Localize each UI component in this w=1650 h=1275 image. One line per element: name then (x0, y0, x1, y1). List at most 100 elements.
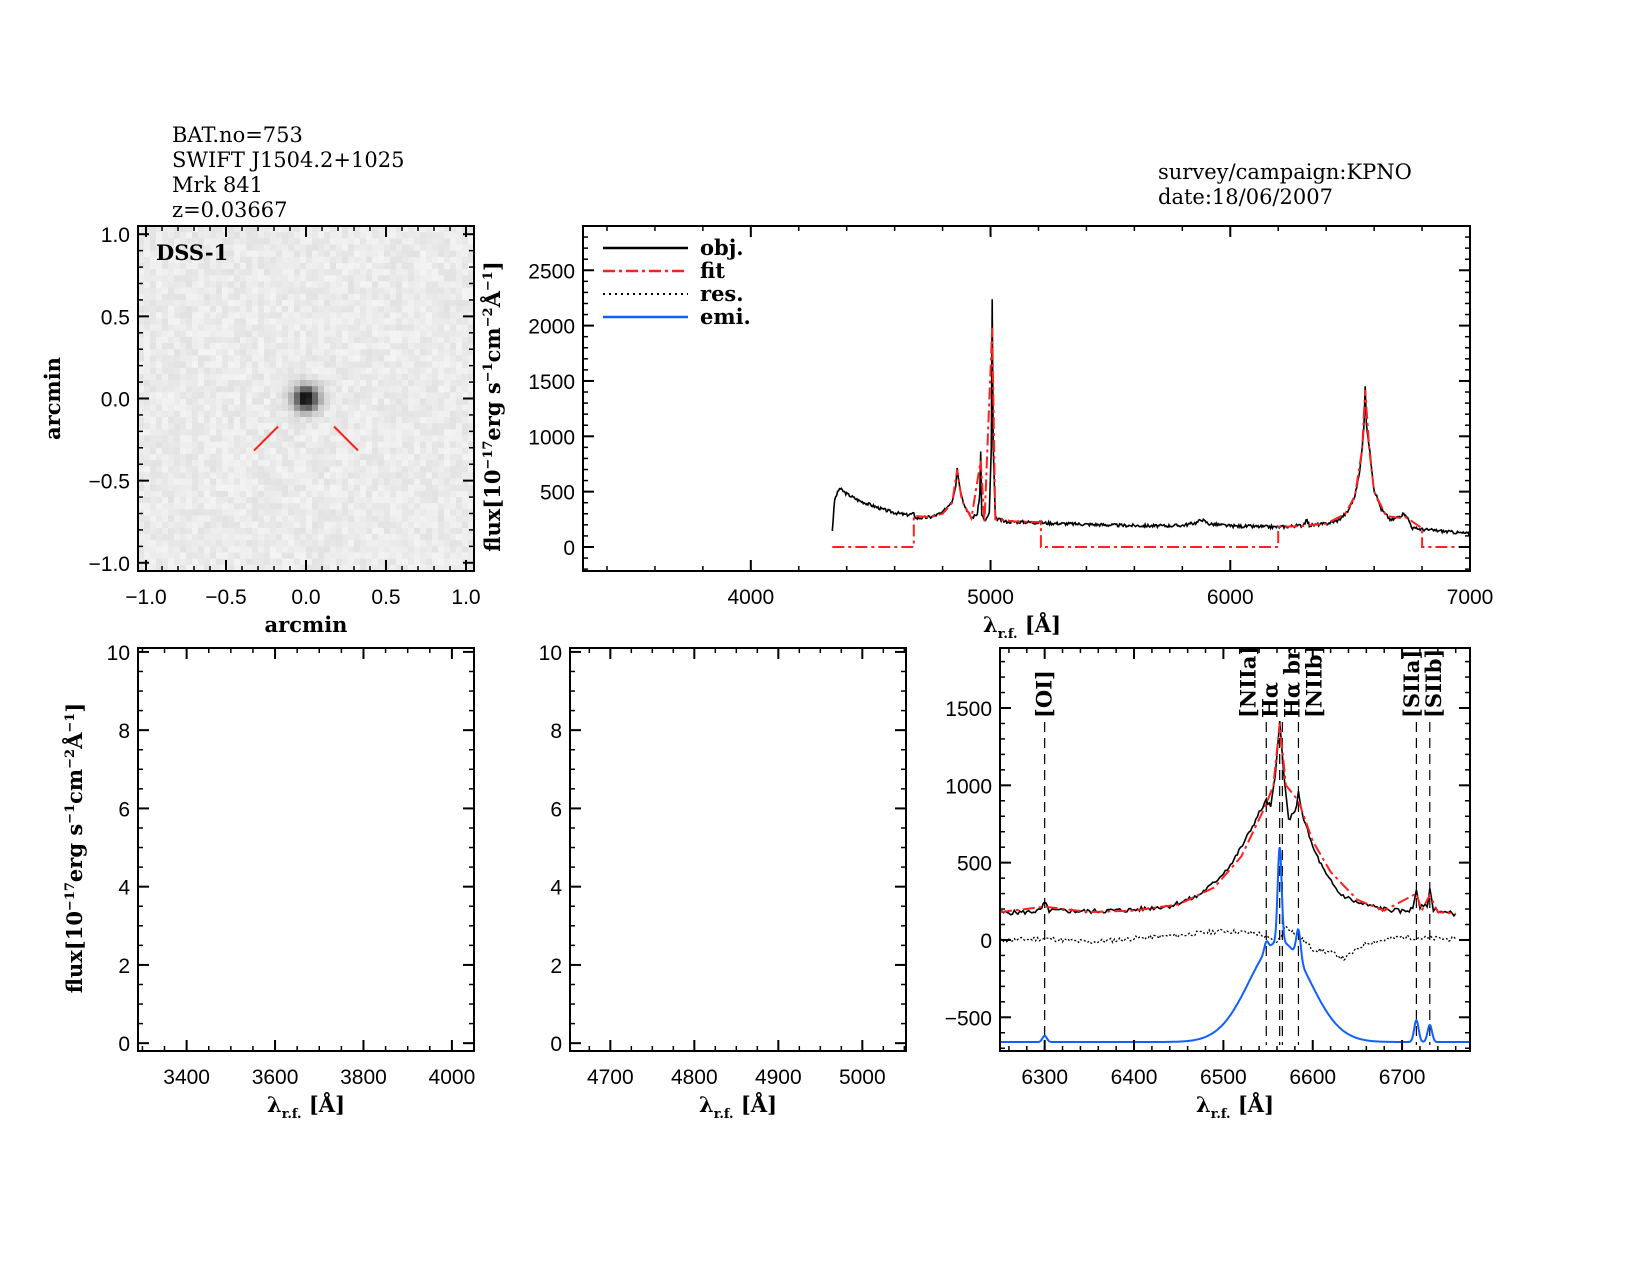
image-pixel (294, 238, 301, 246)
image-pixel (354, 275, 361, 283)
image-pixel (408, 490, 415, 498)
image-pixel (204, 299, 211, 307)
image-pixel (144, 515, 151, 523)
image-pixel (438, 275, 445, 283)
image-pixel (438, 299, 445, 307)
image-pixel (234, 299, 241, 307)
image-pixel (288, 386, 295, 393)
image-pixel (384, 349, 391, 356)
image-pixel (318, 453, 325, 461)
image-pixel (204, 534, 211, 541)
image-pixel (342, 410, 349, 418)
image-pixel (396, 447, 403, 455)
image-pixel (168, 238, 175, 246)
image-pixel (252, 269, 259, 276)
image-pixel (408, 367, 415, 375)
image-pixel (222, 386, 229, 393)
image-pixel (270, 256, 277, 264)
image-pixel (450, 435, 457, 443)
image-pixel (162, 336, 169, 344)
image-pixel (150, 497, 157, 504)
image-pixel (456, 306, 463, 313)
image-pixel (186, 515, 193, 523)
image-pixel (408, 361, 415, 369)
image-pixel (462, 509, 469, 517)
image-pixel (456, 312, 463, 320)
image-pixel (402, 509, 409, 517)
image-pixel (426, 564, 433, 572)
image-pixel (456, 293, 463, 301)
image-pixel (204, 250, 211, 258)
image-pixel (252, 527, 259, 535)
legend-label-2: res. (700, 281, 744, 306)
image-pixel (354, 398, 361, 406)
image-pixel (348, 232, 355, 239)
image-pixel (138, 478, 145, 486)
image-pixel (174, 503, 181, 510)
image-pixel (312, 441, 319, 449)
image-pixel (270, 355, 277, 363)
image-pixel (168, 373, 175, 381)
image-pixel (204, 429, 211, 437)
image-pixel (228, 429, 235, 437)
image-pixel (432, 269, 439, 276)
image-pixel (234, 527, 241, 535)
image-pixel (390, 269, 397, 276)
image-pixel (420, 312, 427, 320)
image-pixel (396, 417, 403, 424)
image-pixel (162, 423, 169, 430)
image-pixel (228, 238, 235, 246)
image-pixel (300, 552, 307, 560)
image-pixel (462, 299, 469, 307)
image-pixel (462, 275, 469, 283)
image-pixel (462, 269, 469, 276)
image-pixel (426, 460, 433, 467)
image-pixel (420, 453, 427, 461)
image-pixel (300, 281, 307, 289)
image-pixel (426, 410, 433, 418)
image-pixel (216, 509, 223, 517)
image-pixel (330, 318, 337, 326)
image-pixel (360, 226, 367, 233)
image-pixel (432, 256, 439, 264)
image-pixel (312, 410, 319, 418)
image-pixel (330, 423, 337, 430)
image-pixel (228, 256, 235, 264)
image-pixel (174, 343, 181, 350)
image-pixel (330, 373, 337, 381)
image-pixel (360, 564, 367, 572)
image-pixel (414, 269, 421, 276)
image-pixel (186, 527, 193, 535)
image-pixel (138, 238, 145, 246)
image-pixel (210, 509, 217, 517)
image-pixel (312, 534, 319, 541)
image-pixel (384, 361, 391, 369)
image-pixel (168, 349, 175, 356)
image-pixel (150, 355, 157, 363)
image-pixel (426, 490, 433, 498)
image-pixel (216, 472, 223, 480)
image-pixel (240, 515, 247, 523)
image-pixel (252, 287, 259, 295)
image-pixel (414, 287, 421, 295)
image-pixel (360, 453, 367, 461)
image-pixel (306, 299, 313, 307)
image-pixel (468, 484, 475, 492)
image-pixel (270, 417, 277, 424)
image-pixel (456, 367, 463, 375)
image-pixel (318, 367, 325, 375)
image-pixel (210, 373, 217, 381)
image-pixel (360, 404, 367, 412)
image-pixel (252, 398, 259, 406)
image-pixel (222, 410, 229, 418)
image-pixel (462, 484, 469, 492)
image-pixel (192, 232, 199, 239)
image-pixel (138, 404, 145, 412)
image-pixel (378, 398, 385, 406)
image-pixel (342, 244, 349, 252)
image-pixel (414, 275, 421, 283)
image-pixel (402, 497, 409, 504)
image-pixel (366, 386, 373, 393)
image-pixel (162, 349, 169, 356)
image-pixel (372, 423, 379, 430)
